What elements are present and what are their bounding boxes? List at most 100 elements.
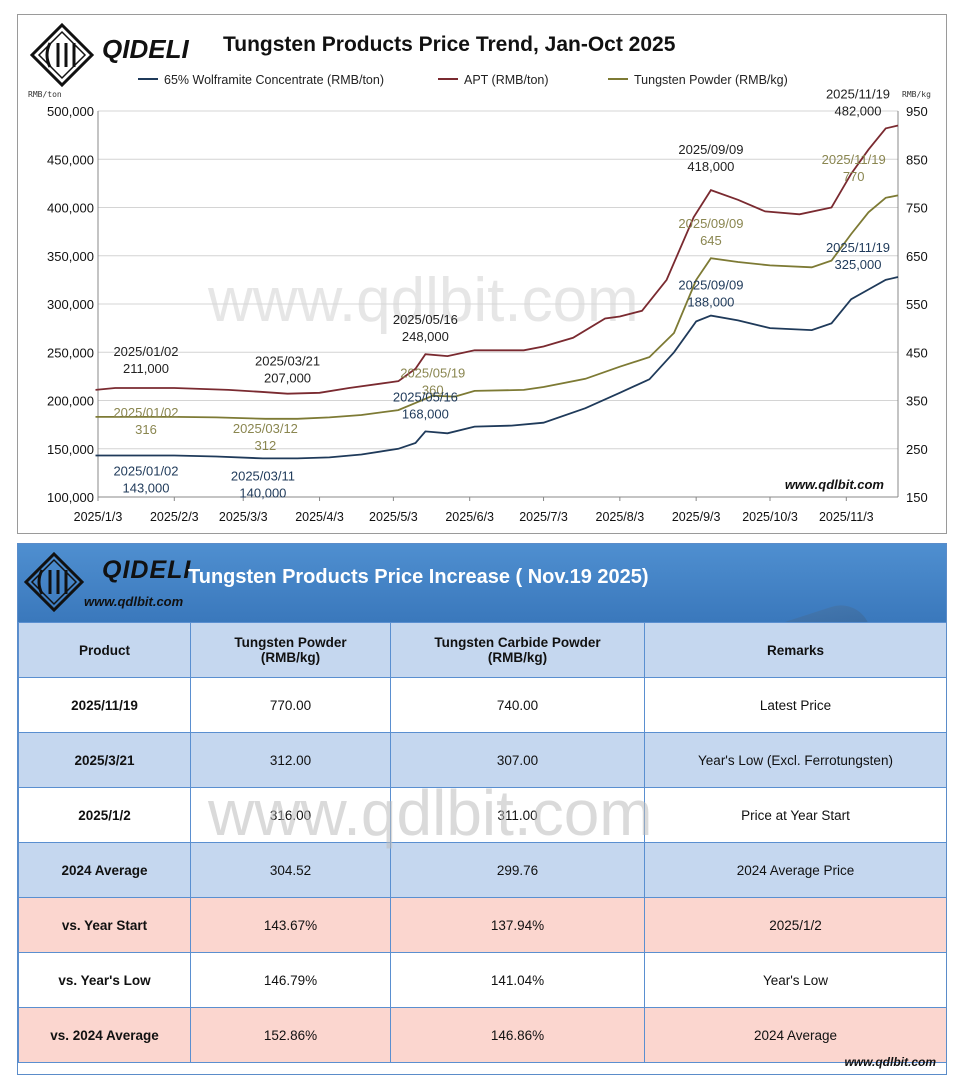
annotation-value: 360 bbox=[422, 383, 444, 398]
price-trend-chart: QIDELI Tungsten Products Price Trend, Jan… bbox=[28, 22, 931, 524]
product-cell: vs. Year Start bbox=[18, 897, 191, 953]
table-row: vs. Year Start 143.67% 137.94% 2025/1/2 bbox=[18, 897, 946, 953]
annotation-value: 168,000 bbox=[402, 406, 449, 421]
annotation-date: 2025/05/16 bbox=[393, 389, 458, 404]
tungsten-powder-cell: 304.52 bbox=[190, 842, 391, 898]
annotation-value: 770 bbox=[843, 169, 865, 184]
annotation-date: 2025/11/19 bbox=[826, 86, 890, 101]
column-header: Tungsten Carbide Powder (RMB/kg) bbox=[390, 622, 645, 678]
table-row: 2025/1/2 316.00 311.00 Price at Year Start bbox=[18, 787, 946, 843]
table-row: 2025/11/19 770.00 740.00 Latest Price bbox=[18, 677, 946, 733]
annotation-date: 2025/09/09 bbox=[678, 216, 743, 231]
y-tick-left: 250,000 bbox=[47, 345, 94, 360]
y-tick-right: 450 bbox=[906, 345, 928, 360]
y-tick-left: 100,000 bbox=[47, 490, 94, 505]
legend-entry: APT (RMB/ton) bbox=[464, 73, 549, 87]
tungsten-powder-cell: 312.00 bbox=[190, 732, 391, 788]
qideli-logo-icon bbox=[29, 22, 95, 88]
legend-entry: Tungsten Powder (RMB/kg) bbox=[634, 73, 788, 87]
series-line-1 bbox=[95, 124, 899, 395]
annotation-value: 140,000 bbox=[239, 485, 286, 500]
carbide-powder-cell: 146.86% bbox=[390, 1007, 645, 1063]
product-cell: vs. 2024 Average bbox=[18, 1007, 191, 1063]
annotation-value: 418,000 bbox=[687, 159, 734, 174]
annotation-date: 2025/01/02 bbox=[113, 464, 178, 479]
right-axis-unit: RMB/kg bbox=[902, 90, 931, 99]
price-table: Product Tungsten Powder (RMB/kg) Tungsten … bbox=[18, 622, 946, 1063]
remarks-cell: Price at Year Start bbox=[644, 787, 946, 843]
annotation-date: 2025/11/19 bbox=[826, 240, 890, 255]
x-tick-label: 2025/10/3 bbox=[742, 510, 798, 524]
tungsten-powder-cell: 146.79% bbox=[190, 952, 391, 1008]
price-increase-table-panel: QIDELI www.qdlbit.com Tungsten Products … bbox=[17, 543, 947, 1075]
y-tick-left: 500,000 bbox=[47, 104, 94, 119]
qideli-logo-icon bbox=[23, 551, 85, 613]
tungsten-powder-cell: 316.00 bbox=[190, 787, 391, 843]
remarks-cell: 2025/1/2 bbox=[644, 897, 946, 953]
product-cell: 2025/3/21 bbox=[18, 732, 191, 788]
y-tick-right: 550 bbox=[906, 297, 928, 312]
tungsten-powder-cell: 152.86% bbox=[190, 1007, 391, 1063]
x-tick-label: 2025/7/3 bbox=[519, 510, 568, 524]
chart-title: Tungsten Products Price Trend, Jan-Oct 2… bbox=[223, 33, 676, 56]
y-tick-right: 950 bbox=[906, 104, 928, 119]
y-tick-right: 850 bbox=[906, 152, 928, 167]
annotation-value: 143,000 bbox=[123, 481, 170, 496]
annotation-date: 2025/05/19 bbox=[400, 366, 465, 381]
brand-website: www.qdlbit.com bbox=[84, 594, 184, 609]
x-tick-label: 2025/6/3 bbox=[445, 510, 494, 524]
annotation-value: 482,000 bbox=[835, 103, 882, 118]
y-tick-right: 350 bbox=[906, 394, 928, 409]
annotation-value: 325,000 bbox=[835, 257, 882, 272]
tungsten-powder-cell: 143.67% bbox=[190, 897, 391, 953]
y-tick-left: 200,000 bbox=[47, 394, 94, 409]
chart-watermark: www.qdlbit.com bbox=[207, 266, 639, 335]
table-row: 2024 Average 304.52 299.76 2024 Average Pri… bbox=[18, 842, 946, 898]
carbide-powder-cell: 141.04% bbox=[390, 952, 645, 1008]
y-tick-left: 150,000 bbox=[47, 442, 94, 457]
product-cell: 2024 Average bbox=[18, 842, 191, 898]
chart-panel: QIDELI Tungsten Products Price Trend, Jan… bbox=[17, 14, 947, 534]
y-tick-right: 750 bbox=[906, 201, 928, 216]
y-tick-left: 350,000 bbox=[47, 249, 94, 264]
x-tick-label: 2025/1/3 bbox=[74, 510, 123, 524]
column-header: Tungsten Powder (RMB/kg) bbox=[190, 622, 391, 678]
x-tick-label: 2025/3/3 bbox=[219, 510, 268, 524]
y-tick-right: 150 bbox=[906, 490, 928, 505]
table-row: 2025/3/21 312.00 307.00 Year's Low (Excl. F… bbox=[18, 732, 946, 788]
remarks-cell: Year's Low (Excl. Ferrotungsten) bbox=[644, 732, 946, 788]
product-cell: 2025/11/19 bbox=[18, 677, 191, 733]
carbide-powder-cell: 307.00 bbox=[390, 732, 645, 788]
table-row: vs. Year's Low 146.79% 141.04% Year's Low bbox=[18, 952, 946, 1008]
x-tick-label: 2025/9/3 bbox=[672, 510, 721, 524]
table-footer-website: www.qdlbit.com bbox=[844, 1055, 936, 1069]
x-tick-label: 2025/2/3 bbox=[150, 510, 199, 524]
carbide-powder-cell: 299.76 bbox=[390, 842, 645, 898]
remarks-cell: Latest Price bbox=[644, 677, 946, 733]
annotation-date: 2025/05/16 bbox=[393, 312, 458, 327]
series-line-2 bbox=[95, 194, 899, 420]
annotation-value: 211,000 bbox=[123, 361, 169, 376]
y-tick-left: 450,000 bbox=[47, 152, 94, 167]
annotation-date: 2025/03/12 bbox=[233, 421, 298, 436]
annotation-value: 188,000 bbox=[687, 295, 734, 310]
x-tick-label: 2025/5/3 bbox=[369, 510, 418, 524]
carbide-powder-cell: 740.00 bbox=[390, 677, 645, 733]
x-tick-label: 2025/11/3 bbox=[819, 510, 874, 524]
series-line-0 bbox=[95, 276, 899, 460]
remarks-cell: Year's Low bbox=[644, 952, 946, 1008]
y-tick-left: 300,000 bbox=[47, 297, 94, 312]
annotation-date: 2025/03/21 bbox=[255, 354, 320, 369]
y-tick-right: 650 bbox=[906, 249, 928, 264]
table-row: vs. 2024 Average 152.86% 146.86% 2024 Avera… bbox=[18, 1007, 946, 1063]
annotation-value: 248,000 bbox=[402, 329, 449, 344]
brand-name: QIDELI bbox=[102, 34, 189, 64]
legend-entry: 65% Wolframite Concentrate (RMB/ton) bbox=[164, 73, 384, 87]
annotation-date: 2025/01/02 bbox=[113, 405, 178, 420]
annotation-date: 2025/09/09 bbox=[678, 278, 743, 293]
carbide-powder-cell: 311.00 bbox=[390, 787, 645, 843]
column-header: Remarks bbox=[644, 622, 946, 678]
annotation-date: 2025/01/02 bbox=[113, 344, 178, 359]
y-tick-left: 400,000 bbox=[47, 201, 94, 216]
annotation-date: 2025/03/11 bbox=[231, 468, 295, 483]
